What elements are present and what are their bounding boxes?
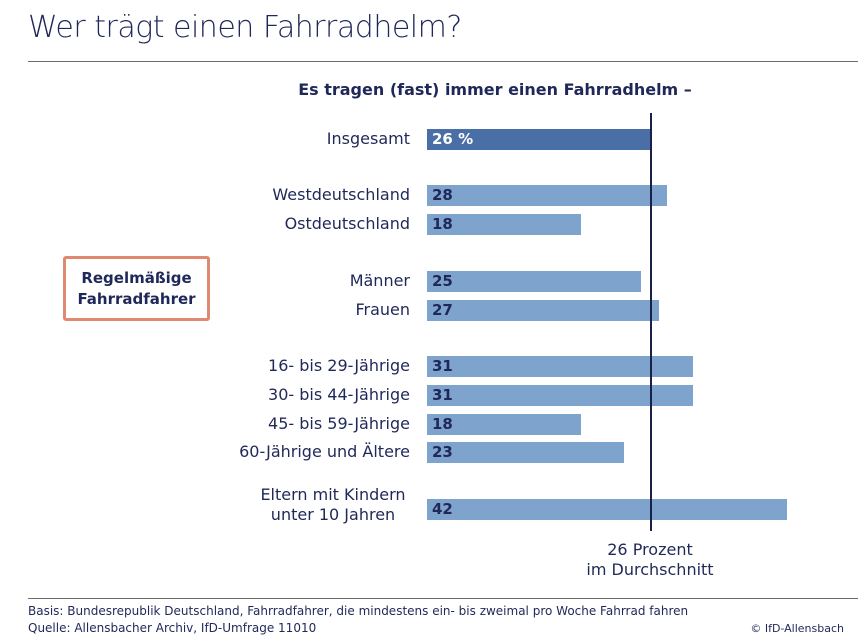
bar-2: [427, 214, 582, 235]
category-label: 30- bis 44-Jährige: [268, 385, 410, 404]
category-label: Westdeutschland: [272, 185, 410, 204]
reference-label-1: 26 Prozent: [607, 540, 693, 559]
bottom-divider: [28, 598, 858, 599]
bar-value-label: 26 %: [432, 130, 474, 148]
top-divider: [28, 61, 858, 62]
category-label: Ostdeutschland: [284, 214, 410, 233]
bar-4: [427, 300, 659, 321]
bar-value-label: 18: [432, 415, 453, 433]
bar-value-label: 42: [432, 500, 453, 518]
page-title: Wer trägt einen Fahrradhelm?: [28, 10, 462, 45]
bar-value-label: 31: [432, 357, 453, 375]
bar-7: [427, 414, 582, 435]
bar-value-label: 31: [432, 386, 453, 404]
bar-6: [427, 385, 693, 406]
reference-label-2: im Durchschnitt: [586, 560, 714, 579]
category-label: 60-Jährige und Ältere: [239, 442, 410, 461]
footer-source: Quelle: Allensbacher Archiv, IfD-Umfrage…: [28, 621, 317, 635]
reference-line: [650, 113, 652, 531]
bar-value-label: 28: [432, 186, 453, 204]
bar-value-label: 23: [432, 443, 453, 461]
footer-basis: Basis: Bundesrepublik Deutschland, Fahrr…: [28, 604, 689, 618]
copyright: © IfD-Allensbach: [750, 622, 844, 635]
bar-1: [427, 185, 668, 206]
highlight-box-text: Regelmäßige Fahrradfahrer: [77, 268, 196, 308]
category-label: 16- bis 29-Jährige: [268, 356, 410, 375]
bar-0: [427, 129, 650, 150]
highlight-box: Regelmäßige Fahrradfahrer: [63, 256, 210, 321]
bar-value-label: 25: [432, 272, 453, 290]
category-label: Insgesamt: [326, 129, 410, 148]
bar-9: [427, 499, 788, 520]
bar-value-label: 27: [432, 301, 453, 319]
chart-subtitle: Es tragen (fast) immer einen Fahrradhelm…: [298, 80, 692, 99]
category-label: Frauen: [355, 300, 410, 319]
bar-8: [427, 442, 625, 463]
bar-3: [427, 271, 642, 292]
bar-5: [427, 356, 693, 377]
category-label: Männer: [349, 271, 410, 290]
category-label: Eltern mit Kindern unter 10 Jahren: [260, 485, 406, 524]
bar-value-label: 18: [432, 215, 453, 233]
category-label: 45- bis 59-Jährige: [268, 414, 410, 433]
